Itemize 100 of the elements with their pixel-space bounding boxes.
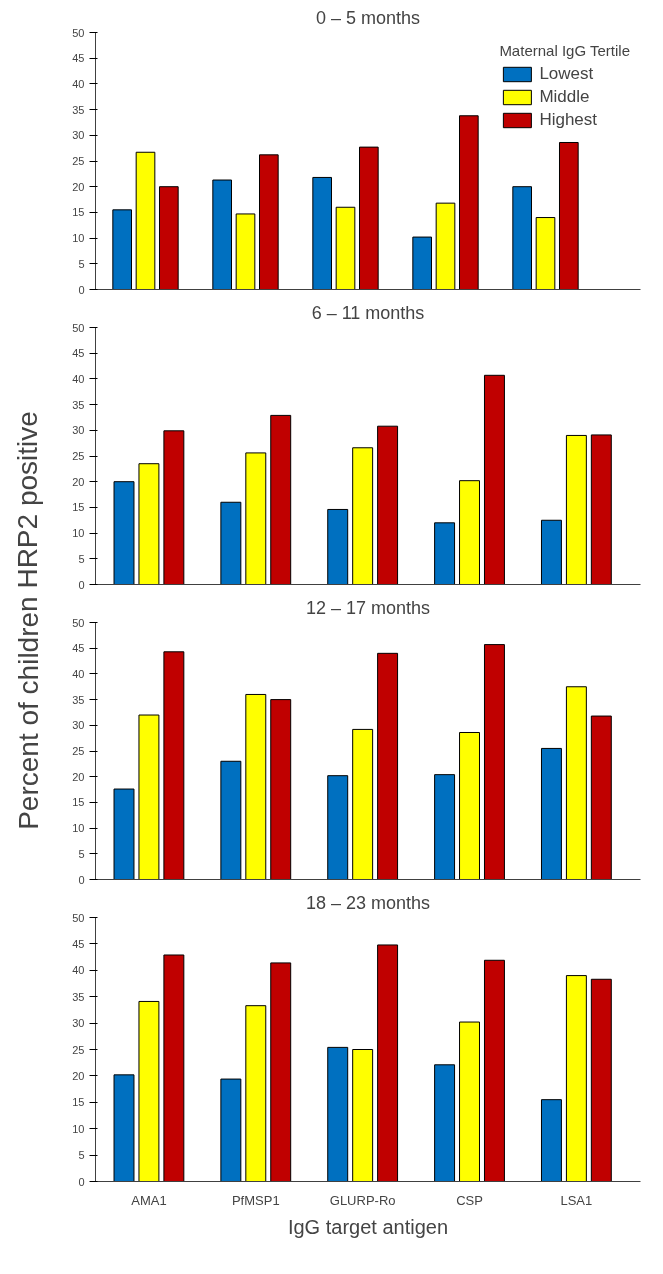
y-tick-label: 25 bbox=[72, 1043, 85, 1056]
y-tick-label: 15 bbox=[72, 501, 85, 514]
bar bbox=[565, 686, 587, 880]
bar bbox=[245, 693, 267, 880]
bar bbox=[135, 151, 156, 290]
y-tick-label: 15 bbox=[72, 796, 85, 809]
y-tick-label: 20 bbox=[72, 475, 85, 488]
y-tick-label: 25 bbox=[72, 745, 85, 757]
bar bbox=[540, 1099, 562, 1182]
bar bbox=[377, 944, 399, 1182]
y-tick-label: 0 bbox=[78, 578, 85, 591]
y-tick-label: 15 bbox=[72, 206, 85, 219]
bar bbox=[434, 1064, 456, 1182]
bar bbox=[259, 154, 279, 290]
bar bbox=[565, 975, 587, 1182]
y-tick-label: 40 bbox=[72, 964, 85, 977]
bar bbox=[163, 651, 185, 880]
bar bbox=[352, 447, 374, 585]
legend-label: Lowest bbox=[539, 64, 594, 84]
bar bbox=[377, 425, 399, 585]
bar bbox=[113, 788, 135, 880]
bar bbox=[483, 374, 505, 585]
bar bbox=[459, 1021, 480, 1182]
y-tick-label: 45 bbox=[72, 937, 85, 950]
y-tick-label: 30 bbox=[72, 1017, 85, 1030]
y-tick-label: 40 bbox=[72, 372, 85, 385]
y-tick-label: 40 bbox=[72, 77, 85, 90]
x-tick-label: PfMSP1 bbox=[231, 1192, 280, 1208]
bar bbox=[590, 978, 612, 1182]
bar bbox=[459, 115, 479, 290]
bar bbox=[159, 186, 179, 290]
y-tick-label: 5 bbox=[78, 257, 85, 270]
bar bbox=[590, 715, 612, 880]
y-tick-label: 50 bbox=[72, 911, 85, 924]
bar bbox=[559, 142, 579, 290]
bar bbox=[270, 962, 292, 1182]
bar bbox=[138, 714, 160, 880]
y-tick-label: 0 bbox=[78, 873, 85, 886]
y-axis-title: Percent of children HRP2 positive bbox=[12, 411, 44, 830]
bar bbox=[359, 146, 379, 290]
bar bbox=[220, 760, 242, 880]
x-tick-label: GLURP-Ro bbox=[329, 1192, 396, 1208]
y-tick-label: 45 bbox=[72, 347, 85, 360]
bar bbox=[163, 954, 185, 1182]
bar bbox=[270, 414, 292, 585]
y-tick-label: 10 bbox=[72, 822, 85, 835]
bar bbox=[483, 644, 505, 880]
bar bbox=[113, 1074, 135, 1182]
y-tick-label: 5 bbox=[78, 1149, 85, 1162]
x-tick-label: AMA1 bbox=[131, 1192, 167, 1208]
y-tick-label: 5 bbox=[78, 552, 85, 565]
y-tick-label: 30 bbox=[72, 424, 85, 437]
y-tick-label: 20 bbox=[72, 180, 85, 193]
bar bbox=[377, 652, 399, 880]
legend-title: Maternal IgG Tertile bbox=[499, 42, 630, 59]
y-tick-label: 45 bbox=[72, 52, 85, 65]
bar bbox=[535, 217, 556, 290]
y-tick-label: 50 bbox=[72, 321, 85, 334]
legend-label: Middle bbox=[539, 87, 590, 107]
y-tick-label: 0 bbox=[78, 1175, 85, 1188]
y-tick-label: 5 bbox=[78, 847, 85, 860]
bar bbox=[138, 1000, 160, 1182]
chart-title: 18 – 23 months bbox=[305, 892, 431, 913]
y-tick-label: 35 bbox=[72, 398, 85, 411]
bar bbox=[459, 480, 480, 585]
bar bbox=[483, 959, 505, 1182]
y-tick-label: 20 bbox=[72, 770, 85, 783]
y-tick-label: 15 bbox=[72, 1096, 85, 1109]
y-tick-label: 45 bbox=[72, 642, 85, 655]
bar bbox=[270, 699, 292, 880]
bar bbox=[220, 1078, 242, 1182]
y-tick-label: 10 bbox=[72, 1122, 85, 1135]
bar bbox=[412, 236, 432, 290]
bar bbox=[327, 508, 349, 585]
x-axis-title: IgG target antigen bbox=[287, 1215, 449, 1238]
bar bbox=[435, 202, 456, 290]
bar bbox=[335, 206, 356, 290]
bar bbox=[327, 775, 349, 880]
y-tick-label: 35 bbox=[72, 693, 85, 706]
bar bbox=[312, 176, 332, 290]
bar bbox=[245, 452, 267, 585]
bar bbox=[565, 434, 587, 585]
bar bbox=[434, 522, 456, 585]
chart-title: 6 – 11 months bbox=[311, 302, 425, 323]
x-tick-label: CSP bbox=[456, 1192, 483, 1208]
bar bbox=[540, 747, 562, 880]
bar bbox=[212, 179, 232, 290]
y-tick-label: 10 bbox=[72, 232, 85, 245]
x-tick-label: LSA1 bbox=[560, 1192, 593, 1208]
bar bbox=[512, 186, 532, 290]
y-tick-label: 20 bbox=[72, 1069, 85, 1082]
bar bbox=[352, 728, 374, 880]
y-tick-label: 0 bbox=[78, 283, 85, 296]
bar bbox=[163, 430, 185, 585]
bar bbox=[434, 774, 456, 880]
y-tick-label: 35 bbox=[72, 990, 85, 1003]
bar bbox=[327, 1046, 349, 1182]
bar bbox=[235, 213, 256, 290]
chart-title: 12 – 17 months bbox=[305, 597, 431, 618]
bar bbox=[138, 463, 160, 585]
